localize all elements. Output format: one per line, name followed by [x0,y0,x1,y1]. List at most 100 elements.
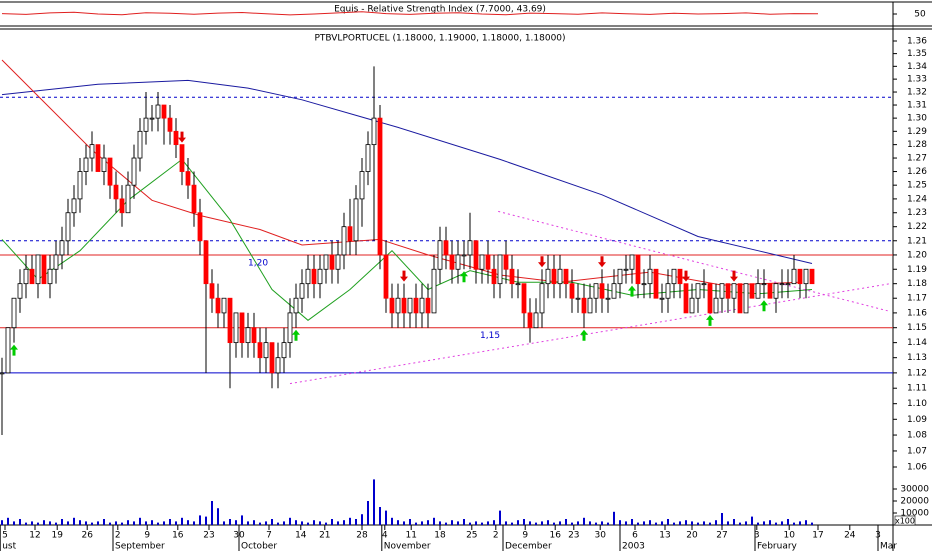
candle-body [413,297,419,314]
candle-body [533,312,539,329]
candle-body [527,312,533,329]
candle-body [5,327,11,374]
oscillator-line [1,11,819,16]
x-tick-label: 23 [203,531,214,541]
candle-body [611,283,617,299]
candle-body [557,268,563,285]
candle-body [539,283,545,314]
month-label: November [384,542,431,551]
x-tick-label: 13 [659,531,670,541]
buy-signal [580,329,588,341]
x-tick-label: 9 [522,531,528,541]
candle-body [77,171,83,200]
candle-body [479,254,485,270]
y-tick-label: 1.11 [907,384,927,394]
candle-body [257,342,263,359]
y-tick-label: 1.22 [907,222,927,232]
oscillator-name: Equis - Relative Strength Index (7.7000,… [334,5,546,15]
volume-tick-label: 10000 [900,509,929,519]
candle-body [521,283,527,314]
candle-body [341,226,347,256]
candle-body [209,283,215,299]
volume-tick-label: 30000 [900,485,929,495]
candle-body [71,198,77,214]
y-tick-label: 1.06 [907,463,927,473]
x-tick-label: 5 [2,531,8,541]
candle-body [287,312,293,344]
candle-body [665,283,671,299]
candle-body [185,171,191,186]
candle-body [707,283,713,314]
candle-body [425,297,431,314]
x-tick-label: 19 [51,531,63,541]
candle-body [35,254,41,285]
candle-body [677,268,683,285]
candle-body [23,268,29,285]
candle-body [635,254,641,285]
candle-body [167,117,173,132]
candle-body [647,268,653,285]
candle-body [671,268,677,285]
candle-body [515,283,521,286]
x-tick-label: 25 [466,531,477,541]
x-tick-label: 17 [812,531,823,541]
candle-body [305,268,311,285]
candle-body [755,283,761,299]
candle-body [0,372,5,375]
buy-signal [760,300,768,312]
candle-body [59,240,65,256]
x-tick-label: 24 [844,531,856,541]
candle-body [83,157,89,172]
candle-body [761,283,767,286]
candle-body [155,104,161,119]
candle-body [389,297,395,314]
candle-body [323,254,329,270]
moving-average [1,79,813,264]
candle-body [797,268,803,285]
candle-body [41,254,47,285]
candle-body [461,254,467,257]
buy-signal [460,271,468,283]
candle-body [467,240,473,256]
candle-body [221,297,227,314]
candle-body [347,226,353,242]
y-tick-label: 1.32 [907,88,927,98]
volume-unit: x100 [895,517,915,526]
candle-body [119,198,125,214]
candle-body [47,268,53,285]
candle-body [203,240,209,285]
x-tick-label: 21 [319,531,330,541]
candle-body [431,268,437,314]
month-label: December [505,542,552,551]
candle-body [653,268,659,299]
candle-body [359,171,365,200]
candle-body [629,254,635,270]
y-tick-label: 1.18 [907,279,927,289]
candle-body [197,212,203,242]
y-tick-label: 1.28 [907,140,927,150]
candle-body [449,254,455,270]
x-tick-label: 2 [493,531,499,541]
candle-body [131,157,137,186]
candle-body [179,144,185,172]
candle-body [215,297,221,314]
buy-signal [628,285,636,297]
sell-signal [400,270,408,282]
candle-body [293,297,299,314]
y-tick-label: 1.24 [907,194,927,204]
x-tick-label: 30 [594,531,606,541]
x-tick-label: 10 [783,531,795,541]
candle-body [545,268,551,285]
candle-body [251,327,257,344]
x-tick-label: 16 [549,531,561,541]
x-tick-label: 16 [172,531,184,541]
candle-body [227,297,233,344]
candle-body [737,283,743,314]
candle-body [659,297,665,300]
y-tick-label: 1.25 [907,181,927,191]
candle-body [785,283,791,286]
candle-body [569,283,575,299]
candle-body [803,268,809,285]
